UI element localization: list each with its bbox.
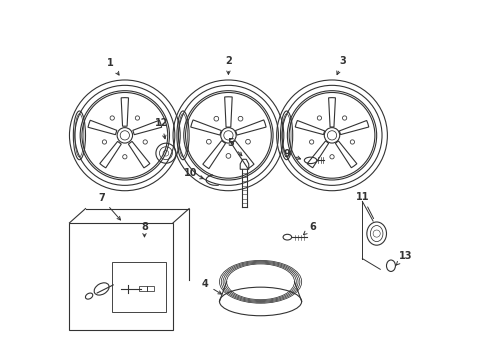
Bar [112, 262, 165, 312]
Text: 8: 8 [141, 222, 147, 232]
Bar [139, 286, 147, 292]
Text: 6: 6 [303, 222, 315, 235]
Text: 5: 5 [226, 138, 242, 156]
Text: 13: 13 [395, 251, 411, 265]
Text: 1: 1 [107, 58, 119, 75]
Text: 12: 12 [155, 118, 168, 139]
Text: 2: 2 [224, 56, 231, 74]
Text: 11: 11 [355, 192, 373, 219]
Text: 9: 9 [284, 149, 300, 159]
Text: 10: 10 [184, 168, 203, 179]
Text: 4: 4 [202, 279, 221, 294]
Bar [147, 286, 153, 292]
Text: 3: 3 [336, 56, 346, 75]
Text: 7: 7 [98, 193, 120, 220]
Bar [69, 223, 173, 330]
